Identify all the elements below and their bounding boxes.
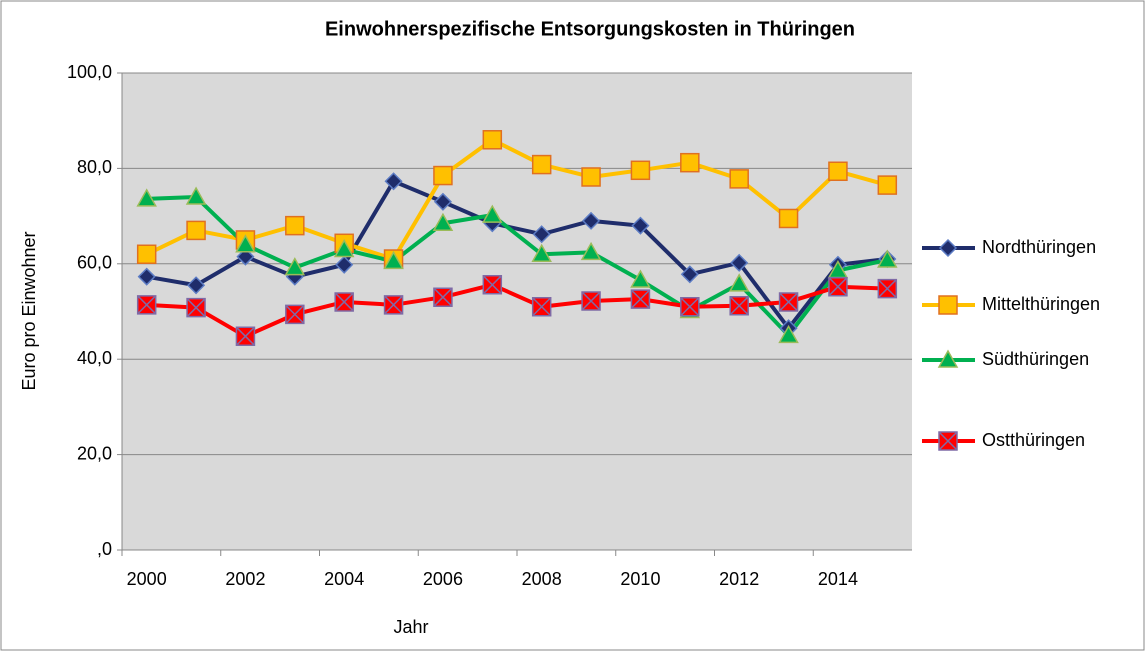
legend-marker bbox=[938, 238, 958, 258]
data-point bbox=[778, 324, 799, 344]
series-line bbox=[146, 195, 888, 338]
data-point bbox=[334, 292, 354, 312]
data-point bbox=[630, 289, 651, 309]
data-point bbox=[630, 160, 651, 181]
data-point bbox=[137, 267, 156, 286]
data-point bbox=[877, 175, 898, 195]
data-point bbox=[236, 247, 255, 266]
data-point bbox=[384, 172, 403, 191]
y-tick-label: 40,0 bbox=[77, 348, 112, 368]
data-point bbox=[433, 192, 452, 211]
data-point bbox=[581, 291, 601, 311]
data-point bbox=[383, 295, 404, 315]
y-tick-label: 100,0 bbox=[67, 62, 112, 82]
data-point bbox=[235, 326, 256, 347]
legend-label: Nordthüringen bbox=[982, 237, 1096, 257]
data-point bbox=[728, 273, 750, 292]
data-point bbox=[285, 304, 305, 325]
legend-label: Mittelthüringen bbox=[982, 294, 1100, 314]
x-axis-label: Jahr bbox=[393, 617, 428, 637]
data-point bbox=[482, 130, 503, 150]
data-point bbox=[630, 269, 651, 288]
series-line bbox=[146, 282, 888, 339]
data-point bbox=[531, 243, 552, 263]
legend-marker bbox=[938, 295, 958, 315]
data-point bbox=[136, 295, 157, 315]
data-point bbox=[433, 287, 453, 307]
series-line bbox=[145, 137, 888, 262]
data-point bbox=[185, 186, 207, 205]
y-tick-label: ,0 bbox=[97, 539, 112, 559]
x-tick-label: 2004 bbox=[324, 569, 364, 589]
data-point bbox=[383, 250, 404, 270]
data-point bbox=[335, 255, 354, 274]
data-point bbox=[532, 225, 551, 244]
y-tick-label: 20,0 bbox=[77, 443, 112, 463]
data-point bbox=[531, 296, 552, 317]
data-point bbox=[580, 241, 602, 261]
data-point bbox=[729, 169, 749, 189]
data-point bbox=[136, 244, 157, 265]
data-point bbox=[433, 165, 453, 186]
data-point bbox=[482, 204, 503, 223]
data-point bbox=[482, 275, 503, 295]
data-point bbox=[186, 297, 206, 318]
x-tick-label: 2012 bbox=[719, 569, 759, 589]
legend-label: Ostthüringen bbox=[982, 430, 1085, 450]
x-tick-label: 2002 bbox=[225, 569, 265, 589]
data-point bbox=[828, 161, 848, 182]
data-point bbox=[877, 249, 898, 268]
data-point bbox=[877, 278, 898, 299]
data-point bbox=[432, 212, 454, 232]
legend-marker bbox=[937, 349, 959, 368]
data-point bbox=[333, 238, 355, 258]
data-point bbox=[680, 152, 700, 173]
x-tick-label: 2008 bbox=[522, 569, 562, 589]
data-point bbox=[235, 234, 256, 253]
data-point bbox=[729, 296, 749, 316]
chart-title: Einwohnerspezifische Entsorgungskosten i… bbox=[325, 18, 855, 40]
data-point bbox=[187, 276, 206, 295]
data-point bbox=[778, 208, 799, 229]
y-axis-label: Euro pro Einwohner bbox=[19, 231, 39, 390]
x-tick-label: 2000 bbox=[127, 569, 167, 589]
data-point bbox=[680, 296, 700, 317]
x-tick-label: 2006 bbox=[423, 569, 463, 589]
legend-label: Südthüringen bbox=[982, 349, 1089, 369]
data-point bbox=[284, 257, 306, 276]
data-point bbox=[285, 215, 305, 236]
data-point bbox=[136, 188, 157, 207]
data-point bbox=[778, 292, 799, 312]
y-tick-label: 60,0 bbox=[77, 253, 112, 273]
data-point bbox=[186, 220, 206, 241]
series-line bbox=[146, 179, 888, 331]
data-point bbox=[531, 154, 552, 175]
data-point bbox=[581, 167, 601, 187]
y-tick-label: 80,0 bbox=[77, 157, 112, 177]
legend-marker bbox=[938, 431, 958, 451]
data-point bbox=[631, 216, 650, 235]
data-point bbox=[680, 265, 699, 284]
data-point bbox=[730, 253, 749, 272]
data-point bbox=[828, 276, 848, 297]
data-point bbox=[582, 211, 601, 230]
x-tick-label: 2010 bbox=[620, 569, 660, 589]
x-tick-label: 2014 bbox=[818, 569, 858, 589]
